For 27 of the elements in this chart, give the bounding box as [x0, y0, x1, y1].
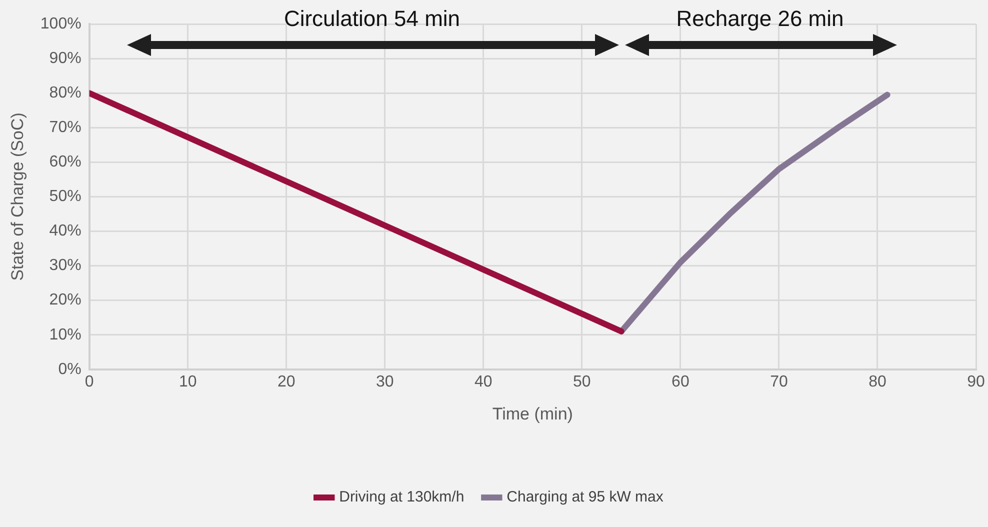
legend-label: Driving at 130km/h [339, 488, 464, 506]
x-tick-label: 50 [573, 373, 591, 390]
annotation: Circulation 54 min [282, 6, 462, 32]
x-tick-label: 0 [84, 373, 94, 390]
y-tick-label: 0% [58, 360, 82, 378]
x-tick-label: 90 [967, 373, 985, 390]
y-tick-label: 30% [49, 257, 82, 274]
y-tick-label: 60% [49, 154, 82, 171]
y-tick-label: 40% [49, 222, 82, 240]
x-tick-label: 40 [474, 373, 492, 390]
y-tick-label: 70% [49, 119, 82, 136]
y-tick-label: 80% [49, 84, 82, 102]
y-axis-title: State of Charge (SoC) [8, 112, 27, 281]
y-tick-label: 90% [49, 50, 82, 67]
x-tick-label: 80 [868, 373, 886, 390]
x-tick-label: 10 [178, 373, 197, 390]
x-tick-label: 70 [770, 373, 788, 390]
y-tick-label: 100% [40, 15, 82, 32]
y-tick-label: 20% [49, 292, 82, 309]
x-tick-label: 30 [376, 373, 394, 390]
y-tick-label: 10% [49, 326, 82, 344]
legend-label: Charging at 95 kW max [506, 488, 664, 506]
x-tick-label: 20 [277, 373, 296, 390]
x-axis-title: Time (min) [492, 404, 573, 424]
annotation: Recharge 26 min [675, 6, 845, 32]
y-tick-label: 50% [49, 188, 82, 206]
x-tick-label: 60 [672, 373, 690, 390]
